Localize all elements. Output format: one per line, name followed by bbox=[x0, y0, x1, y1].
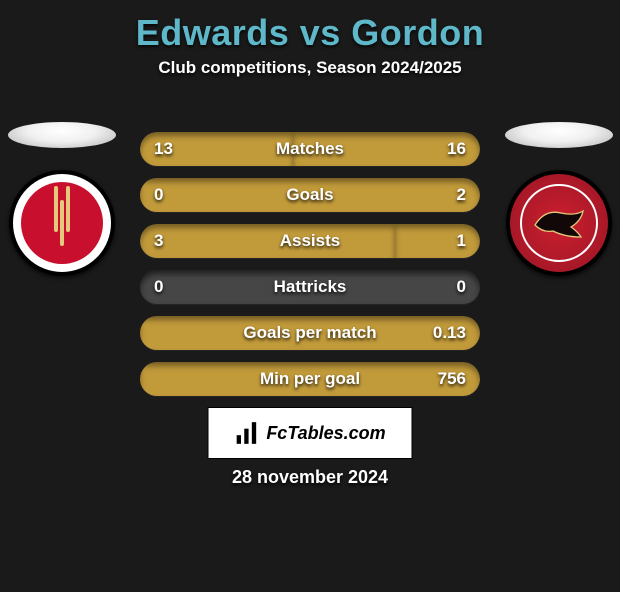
player-right-spot bbox=[501, 122, 616, 276]
stat-row-goals: 0 Goals 2 bbox=[140, 178, 480, 212]
stat-row-matches: 13 Matches 16 bbox=[140, 132, 480, 166]
fctables-logo[interactable]: FcTables.com bbox=[208, 407, 413, 459]
stat-fill-right bbox=[293, 132, 480, 166]
stat-label: Hattricks bbox=[140, 270, 480, 304]
player-left-shadow bbox=[8, 122, 116, 148]
crest-text-charlton bbox=[13, 174, 111, 272]
stat-bars: 13 Matches 16 0 Goals 2 3 Assists 1 0 Ha… bbox=[140, 132, 480, 408]
stat-fill-left bbox=[140, 132, 293, 166]
stat-row-gpm: Goals per match 0.13 bbox=[140, 316, 480, 350]
stat-value-left: 0 bbox=[154, 270, 163, 304]
player-left-spot bbox=[4, 122, 119, 276]
bars-icon bbox=[234, 420, 260, 446]
stat-fill-left bbox=[140, 224, 395, 258]
stat-fill-right bbox=[140, 178, 480, 212]
stat-row-assists: 3 Assists 1 bbox=[140, 224, 480, 258]
club-crest-walsall bbox=[506, 170, 612, 276]
page-title: Edwards vs Gordon bbox=[0, 12, 620, 54]
fctables-label: FcTables.com bbox=[266, 423, 385, 444]
stat-value-right: 0 bbox=[457, 270, 466, 304]
club-crest-charlton bbox=[9, 170, 115, 276]
stat-row-hattricks: 0 Hattricks 0 bbox=[140, 270, 480, 304]
stat-fill-right bbox=[140, 362, 480, 396]
player-right-shadow bbox=[505, 122, 613, 148]
walsall-bird-icon bbox=[531, 203, 587, 243]
footer-date: 28 november 2024 bbox=[0, 467, 620, 488]
page-subtitle: Club competitions, Season 2024/2025 bbox=[0, 58, 620, 78]
stat-fill-right bbox=[395, 224, 480, 258]
stat-row-mpg: Min per goal 756 bbox=[140, 362, 480, 396]
stat-fill-right bbox=[140, 316, 480, 350]
